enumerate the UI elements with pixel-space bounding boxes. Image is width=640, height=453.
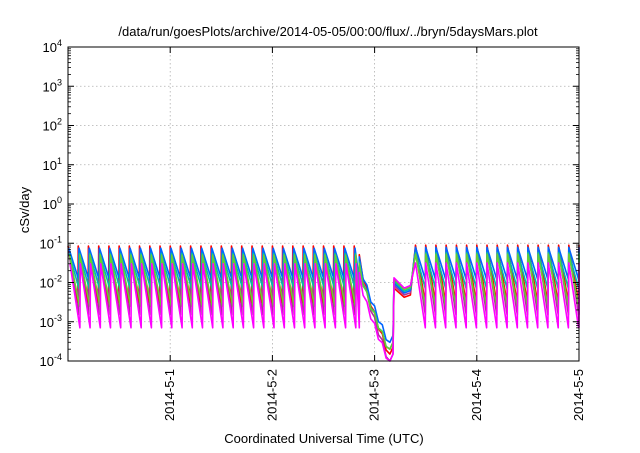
x-axis-label: Coordinated Universal Time (UTC) [224,431,423,446]
ticks: 10-4 10-3 10-2 10-1 100 101 102 103 104 2014-5-1 2… [40,38,586,421]
y-tick-label: 10-4 [40,352,62,369]
series-line [69,262,580,362]
y-tick-label: 10-3 [40,313,62,330]
x-tick-label: 2014-5-1 [162,369,177,421]
grid [68,47,579,361]
x-tick-label: 2014-5-3 [367,369,382,421]
y-tick-label: 101 [43,156,62,173]
y-tick-label: 10-1 [40,234,62,251]
series-group [67,244,580,362]
y-tick-label: 103 [43,77,62,94]
y-axis-label: cSv/day [17,186,32,233]
y-tick-label: 10-2 [40,274,62,291]
x-tick-label: 2014-5-5 [571,369,586,421]
chart-title: /data/run/goesPlots/archive/2014-05-05/0… [118,24,538,39]
y-tick-label: 102 [43,117,62,134]
x-tick-label: 2014-5-4 [469,369,484,421]
y-tick-label: 100 [43,195,62,212]
x-tick-label: 2014-5-2 [264,369,279,421]
y-tick-label: 104 [43,38,62,55]
